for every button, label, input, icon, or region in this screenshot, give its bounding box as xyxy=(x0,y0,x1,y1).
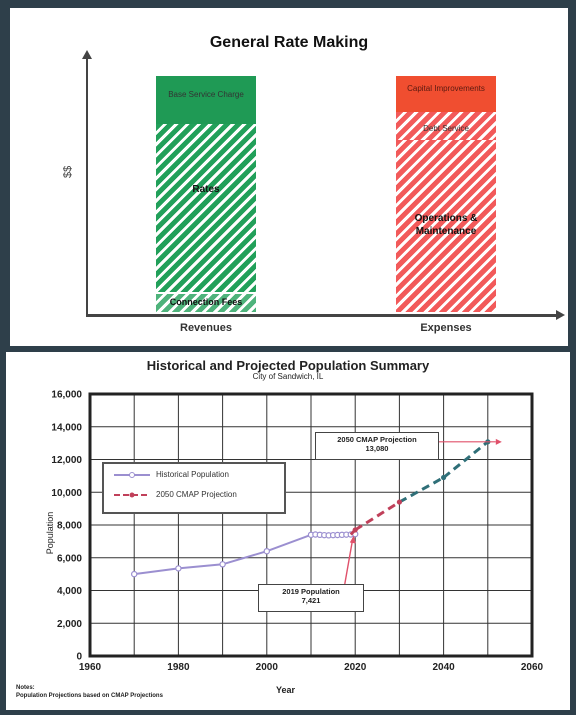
notes-text: Population Projections based on CMAP Pro… xyxy=(16,693,163,699)
revenue-rates-label: Rates xyxy=(192,184,220,195)
rate-chart-title: General Rate Making xyxy=(209,34,369,51)
y-axis-label: Population xyxy=(45,511,55,555)
population-chart-svg: 0 2,000 4,000 6,000 8,000 10,000 12,000 14,000 1… xyxy=(51,390,544,674)
x-tick-label: 2060 xyxy=(521,662,544,673)
rate-y-axis-arrow xyxy=(82,50,92,59)
projection-line-segment xyxy=(442,440,489,479)
historical-population-point xyxy=(175,565,182,572)
y-tick-label: 6,000 xyxy=(57,553,82,564)
revenue-connection-fees-label: Connection Fees xyxy=(169,297,243,307)
chart-notes: Notes: Population Projections based on C… xyxy=(16,684,163,700)
rate-x-axis xyxy=(86,314,556,317)
x-tick-labels: 1960 1980 2000 2020 2040 2060 xyxy=(79,662,544,673)
expense-capital-improvements-label: Capital Improvements xyxy=(407,84,485,93)
legend-box xyxy=(102,462,286,514)
grid-layer xyxy=(89,393,533,657)
x-axis-label: Year xyxy=(276,685,296,695)
plot-frame xyxy=(88,392,534,658)
expense-debt-service-segment xyxy=(396,112,496,140)
y-tick-label: 0 xyxy=(76,652,82,663)
expense-capital-improvements-segment xyxy=(396,76,496,112)
rate-making-panel: General Rate Making $$ Base Service Char… xyxy=(10,8,568,346)
expense-debt-service-label: Debt Service xyxy=(423,124,469,133)
rate-x-axis-arrow xyxy=(556,310,565,320)
population-chart-title: Historical and Projected Population Summ… xyxy=(146,358,430,373)
x-tick-label: 1980 xyxy=(167,662,190,673)
population-panel: Historical and Projected Population Summ… xyxy=(6,352,570,710)
revenue-rates-segment xyxy=(156,124,256,292)
annotation-2050-arrowhead xyxy=(495,438,502,445)
projection-point xyxy=(441,474,447,481)
historical-population-line xyxy=(134,533,356,576)
expense-operations-maintenance-label: Operations & Maintenance xyxy=(414,213,478,237)
annotation-2019-value: 7,421 xyxy=(301,596,321,605)
annotation-2019-arrow xyxy=(344,538,354,585)
x-tick-label: 2020 xyxy=(344,662,367,673)
projection-line-segment xyxy=(398,476,445,504)
y-tick-label: 10,000 xyxy=(51,488,82,499)
historical-population-point xyxy=(219,561,226,568)
projection-point xyxy=(396,499,402,505)
x-tick-label: 2040 xyxy=(432,662,455,673)
annotation-2050-box: 2050 CMAP Projection 13,080 xyxy=(315,432,439,460)
legend-historical-label: Historical Population xyxy=(156,470,229,479)
legend-historical-swatch xyxy=(114,472,150,478)
projection-line-segment xyxy=(354,500,401,532)
annotation-layer xyxy=(344,438,502,585)
series-layer xyxy=(130,439,491,578)
expense-operations-maintenance-segment xyxy=(396,140,496,312)
population-chart-subtitle: City of Sandwich, IL xyxy=(252,372,324,381)
revenues-category-label: Revenues xyxy=(180,322,232,334)
y-tick-label: 4,000 xyxy=(57,586,82,597)
revenue-base-service-charge-label: Base Service Charge xyxy=(168,90,244,99)
rate-y-axis-label: $$ xyxy=(62,165,74,178)
historical-population-point xyxy=(130,570,138,578)
y-tick-label: 14,000 xyxy=(51,422,82,433)
expenses-category-label: Expenses xyxy=(420,322,472,334)
plot-border xyxy=(88,392,534,658)
y-tick-label: 12,000 xyxy=(51,455,82,466)
revenue-connection-fees-segment xyxy=(156,294,256,312)
x-tick-label: 2000 xyxy=(256,662,279,673)
historical-population-point xyxy=(263,547,270,555)
annotation-2019-arrowhead xyxy=(349,535,356,544)
annotation-2019-box: 2019 Population 7,421 xyxy=(258,584,364,612)
revenue-base-service-charge-segment xyxy=(156,76,256,124)
annotation-2050-title: 2050 CMAP Projection xyxy=(337,435,417,444)
x-tick-label: 1960 xyxy=(79,662,102,673)
annotation-2050-value: 13,080 xyxy=(365,444,389,453)
annotation-2019-title: 2019 Population xyxy=(282,587,340,596)
legend-projection-label: 2050 CMAP Projection xyxy=(156,490,237,499)
y-tick-label: 16,000 xyxy=(51,390,82,401)
projection-point xyxy=(352,527,358,533)
y-tick-label: 8,000 xyxy=(57,521,82,532)
rate-y-axis xyxy=(86,56,88,316)
y-tick-labels: 0 2,000 4,000 6,000 8,000 10,000 12,000 14,000 1… xyxy=(51,390,82,663)
notes-heading: Notes: xyxy=(16,685,35,691)
legend-projection-swatch xyxy=(114,492,150,498)
y-tick-label: 2,000 xyxy=(57,619,82,630)
